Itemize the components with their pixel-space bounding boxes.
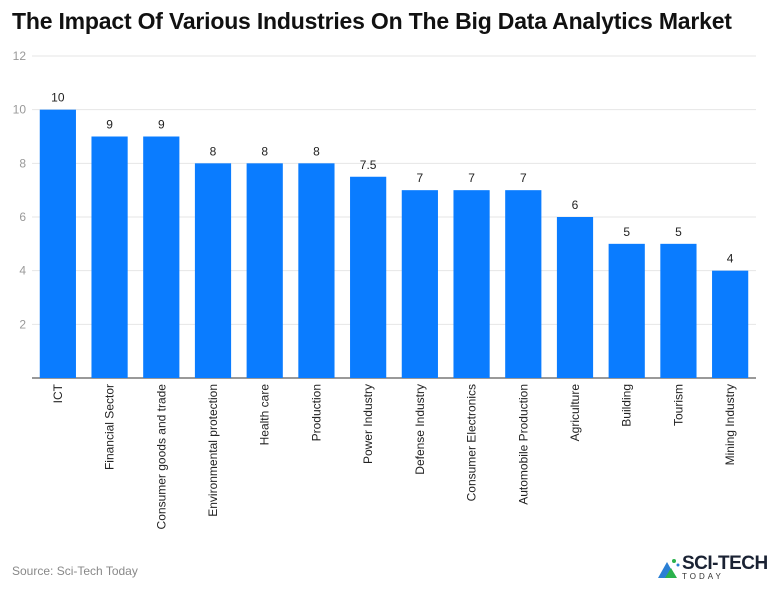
x-tick-label: Consumer goods and trade [154, 384, 168, 530]
y-tick-label: 4 [19, 264, 26, 278]
logo-mountain-icon [658, 559, 680, 578]
x-tick-label: Tourism [671, 384, 685, 426]
bar-chart: 2 4 6 8 10 12 10 ICT 9 Financial Sector 9 Consumer … [13, 49, 756, 530]
data-label: 7 [417, 171, 424, 185]
bar [505, 190, 542, 378]
data-label: 7 [468, 171, 475, 185]
bar [246, 163, 283, 378]
logo-text: SCI-TECH [682, 553, 768, 574]
data-label: 8 [261, 144, 268, 158]
bar [91, 136, 128, 378]
chart-title: The Impact Of Various Industries On The … [12, 8, 732, 34]
x-tick-label: Environmental protection [206, 384, 220, 517]
data-label: 8 [210, 144, 217, 158]
x-tick-label: Consumer Electronics [465, 384, 479, 501]
bar [453, 190, 490, 378]
data-label: 9 [158, 118, 165, 132]
bar [660, 243, 697, 378]
data-label: 7 [520, 171, 527, 185]
y-tick-label: 8 [19, 156, 26, 170]
logo-subtext: TODAY [682, 572, 724, 581]
data-label: 7.5 [360, 158, 377, 172]
x-tick-label: Mining Industry [723, 384, 737, 465]
x-tick-label: Production [309, 384, 323, 441]
bar [194, 163, 232, 378]
x-tick-label: Health care [258, 384, 272, 446]
bar [712, 270, 749, 378]
bar [401, 190, 438, 378]
data-label: 4 [727, 252, 734, 266]
data-label: 8 [313, 144, 320, 158]
bar [350, 176, 387, 378]
x-tick-label: Power Industry [361, 384, 375, 464]
y-tick-label: 12 [13, 49, 27, 63]
x-tick-label: ICT [51, 383, 65, 403]
x-tick-label: Financial Sector [103, 384, 117, 470]
y-tick-label: 6 [19, 210, 26, 224]
x-tick-label: Agriculture [568, 384, 582, 442]
data-label: 5 [675, 225, 682, 239]
x-tick-label: Automobile Production [516, 384, 530, 505]
data-label: 10 [51, 91, 65, 105]
y-tick-label: 2 [19, 317, 26, 331]
bar [39, 109, 76, 379]
data-label: 6 [572, 198, 579, 212]
source-note: Source: Sci-Tech Today [12, 564, 138, 578]
data-label: 5 [623, 225, 630, 239]
x-tick-label: Building [620, 384, 634, 427]
x-tick-label: Defense Industry [413, 384, 427, 475]
bar [608, 243, 645, 378]
bar [298, 163, 335, 378]
sci-tech-logo: SCI-TECH TODAY [656, 553, 768, 581]
data-label: 9 [106, 118, 113, 132]
y-tick-label: 10 [13, 103, 27, 117]
bar [556, 217, 594, 378]
bar [143, 136, 180, 378]
